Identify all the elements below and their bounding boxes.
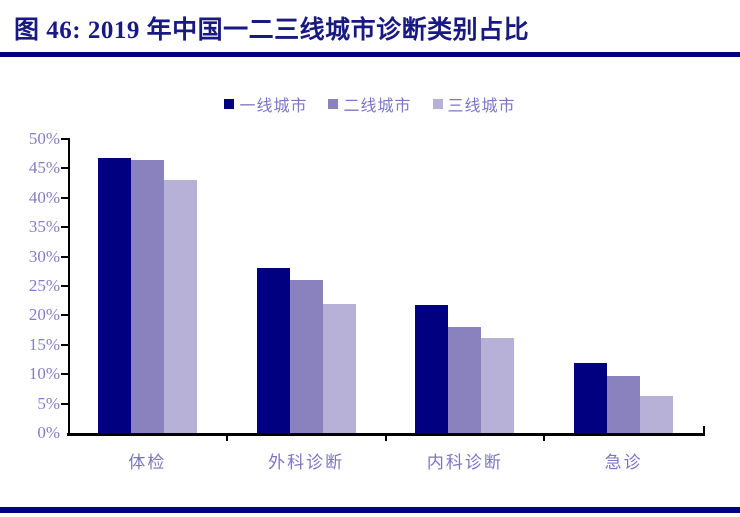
bar-体检-二线城市	[130, 159, 164, 433]
y-axis-label: 10%	[28, 364, 60, 384]
bar-急诊-一线城市	[574, 363, 608, 433]
y-axis-label: 20%	[28, 305, 60, 325]
title-divider	[0, 52, 740, 57]
bar-外科诊断-一线城市	[256, 268, 290, 433]
y-axis-tick	[61, 285, 68, 287]
x-axis-tick	[384, 436, 387, 441]
bar-体检-三线城市	[163, 180, 197, 433]
bar-内科诊断-一线城市	[415, 305, 449, 433]
legend-item-1: 一线城市	[224, 92, 307, 116]
legend-item-3: 三线城市	[432, 92, 516, 116]
bar-内科诊断-三线城市	[481, 337, 515, 433]
y-axis-tick	[61, 138, 68, 140]
y-axis-tick	[61, 255, 68, 258]
legend-label: 三线城市	[447, 98, 516, 115]
legend-swatch-icon	[432, 99, 443, 109]
legend-item-2: 二线城市	[328, 92, 411, 116]
bar-外科诊断-二线城市	[289, 280, 323, 433]
x-category-label: 内科诊断	[426, 453, 503, 472]
y-axis-label: 35%	[28, 217, 60, 237]
x-category-label: 外科诊断	[268, 453, 345, 472]
y-axis-label: 25%	[28, 276, 60, 295]
y-axis-tick	[61, 226, 68, 229]
y-axis-tick	[61, 373, 68, 376]
y-axis-label: 30%	[28, 246, 60, 266]
y-axis-tick	[61, 314, 68, 317]
legend-swatch-icon	[328, 99, 339, 109]
x-axis-tick	[225, 436, 228, 441]
bar-内科诊断-二线城市	[448, 327, 482, 433]
y-axis-line	[68, 138, 70, 435]
legend-label: 二线城市	[343, 98, 412, 115]
bar-急诊-二线城市	[607, 375, 641, 433]
bar-外科诊断-三线城市	[322, 303, 356, 433]
figure-title: 图 46: 2019 年中国一二三线城市诊断类别占比	[14, 17, 530, 44]
y-axis-label: 45%	[28, 158, 60, 178]
bar-急诊-三线城市	[640, 395, 674, 433]
y-axis-tick	[61, 167, 68, 170]
bar-体检-一线城市	[97, 157, 131, 433]
x-axis-tick	[543, 436, 546, 441]
y-axis-label: 0%	[37, 423, 60, 442]
y-axis-tick	[61, 402, 68, 405]
y-axis-label: 40%	[28, 187, 60, 207]
legend-label: 一线城市	[239, 98, 308, 115]
x-category-label: 急诊	[604, 453, 643, 472]
chart-legend: 一线城市 二线城市 三线城市	[0, 92, 740, 116]
x-category-label: 体检	[128, 453, 167, 472]
x-axis-line	[67, 433, 705, 436]
y-axis-tick	[61, 343, 68, 346]
y-axis-tick	[61, 196, 68, 199]
footer-divider	[0, 507, 740, 513]
y-axis-label: 15%	[28, 334, 60, 354]
y-axis-label: 50%	[28, 129, 60, 148]
x-axis-end-tick	[703, 426, 705, 434]
legend-swatch-icon	[224, 99, 235, 109]
y-axis-label: 5%	[37, 393, 60, 413]
